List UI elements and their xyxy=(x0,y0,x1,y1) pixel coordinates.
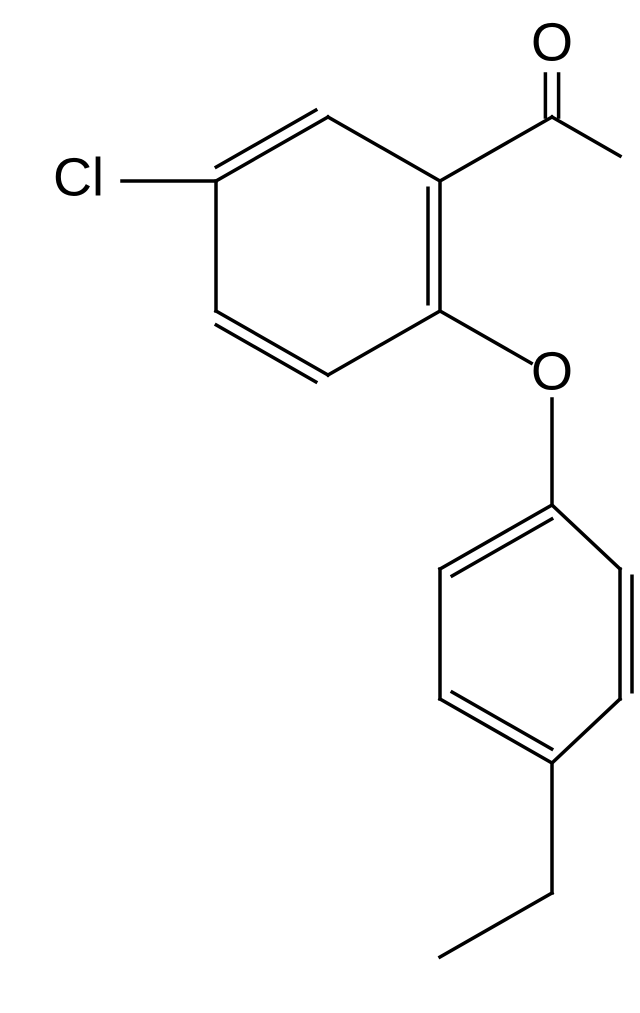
single-bond xyxy=(440,893,552,957)
single-bond xyxy=(440,117,552,181)
single-bond xyxy=(552,117,620,156)
double-bond-outer xyxy=(440,699,552,763)
single-bond xyxy=(328,117,440,181)
double-bond-inner xyxy=(452,519,551,576)
atom-label-o: O xyxy=(531,12,573,72)
single-bond xyxy=(440,311,531,363)
double-bond-inner xyxy=(216,110,315,167)
double-bond-outer xyxy=(216,117,328,181)
atom-label-cl: Cl xyxy=(53,147,104,207)
double-bond-outer xyxy=(216,311,328,375)
double-bond-inner xyxy=(216,325,315,382)
single-bond xyxy=(328,311,440,375)
chemical-structure-diagram: Cl O O xyxy=(0,0,640,1013)
double-bond-inner xyxy=(452,692,551,749)
bonds-layer xyxy=(122,74,632,957)
single-bond xyxy=(552,505,620,569)
single-bond xyxy=(552,699,620,763)
atom-label-o: O xyxy=(531,341,573,401)
double-bond-outer xyxy=(440,505,552,569)
